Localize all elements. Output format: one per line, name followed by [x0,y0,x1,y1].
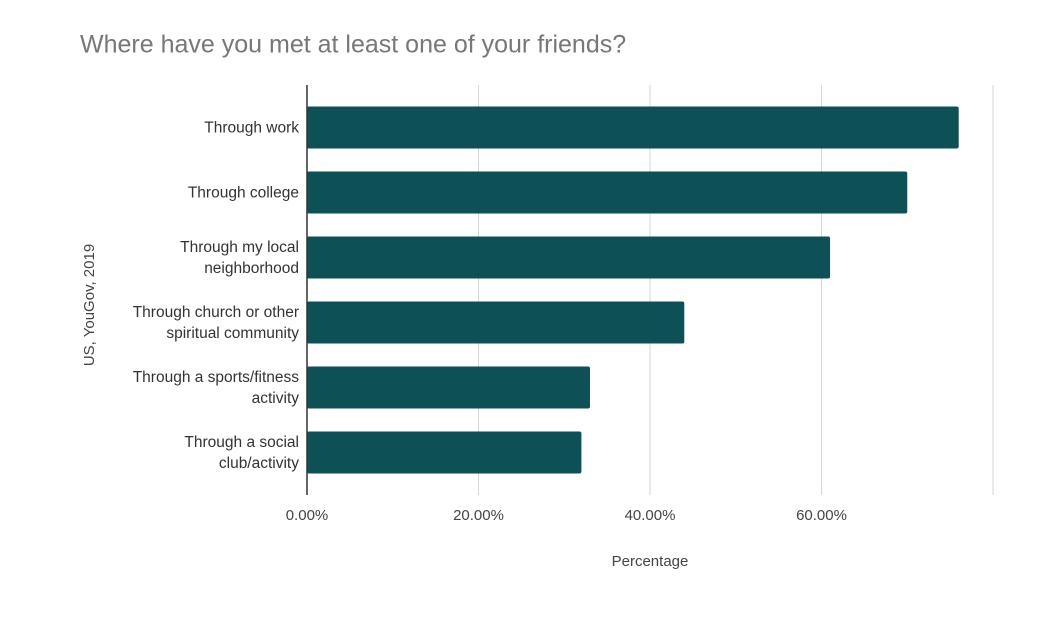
x-tick-label: 0.00% [286,507,329,524]
y-tick-label: Through a social club/activity [184,433,299,472]
y-tick-label: Through church or other spiritual commun… [132,303,299,342]
bar [307,301,685,344]
x-axis-label: Percentage [612,553,689,570]
x-tick-label: 40.00% [625,507,676,524]
bar [307,106,959,149]
y-tick-label: Through work [204,119,299,136]
bar [307,236,831,279]
y-tick-label: Through a sports/fitness activity [132,368,299,407]
y-axis-label: US, YouGov, 2019 [81,244,98,366]
chart-title: Where have you met at least one of your … [80,31,626,59]
x-tick-label: 60.00% [796,507,847,524]
bar [307,171,908,214]
x-tick-label: 20.00% [453,507,504,524]
y-tick-label: Through college [187,184,299,201]
bar [307,431,582,474]
bar [307,366,590,409]
y-tick-label: Through my local neighborhood [180,238,299,277]
